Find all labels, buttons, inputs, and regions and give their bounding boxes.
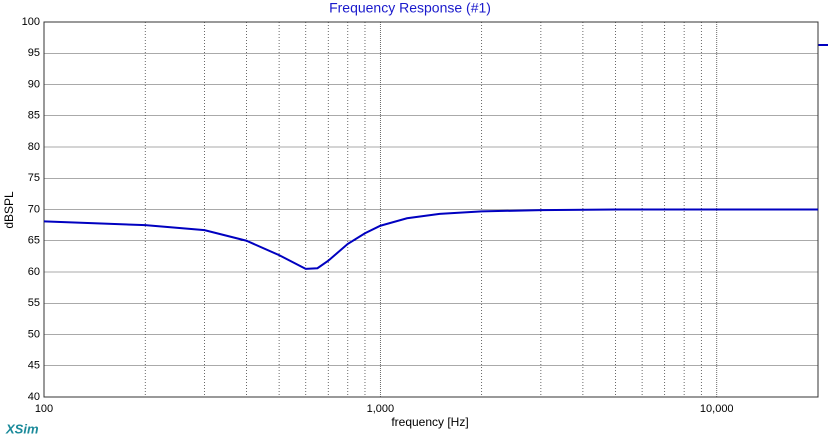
y-tick-label: 85 (28, 110, 40, 122)
y-tick-label: 100 (22, 16, 40, 28)
watermark: XSim (5, 421, 39, 436)
chart-title: Frequency Response (#1) (329, 0, 491, 16)
y-tick-label: 95 (28, 47, 40, 59)
x-axis-label: frequency [Hz] (391, 415, 468, 429)
y-tick-label: 65 (28, 235, 40, 247)
x-tick-label: 100 (35, 403, 53, 415)
line-series (43, 208, 818, 270)
y-tick-label: 60 (28, 266, 40, 278)
x-tick-label: 1,000 (367, 403, 395, 415)
y-tick-label: 70 (28, 203, 40, 215)
y-tick-label: 40 (28, 391, 40, 403)
y-tick-label: 75 (28, 172, 40, 184)
x-tick-label: 10,000 (700, 403, 734, 415)
y-tick-label: 55 (28, 297, 40, 309)
y-tick-label: 45 (28, 360, 40, 372)
y-tick-label: 50 (28, 328, 40, 340)
y-tick-label: 80 (28, 141, 40, 153)
y-axis-label: dBSPL (2, 191, 16, 229)
y-tick-label: 90 (28, 78, 40, 90)
